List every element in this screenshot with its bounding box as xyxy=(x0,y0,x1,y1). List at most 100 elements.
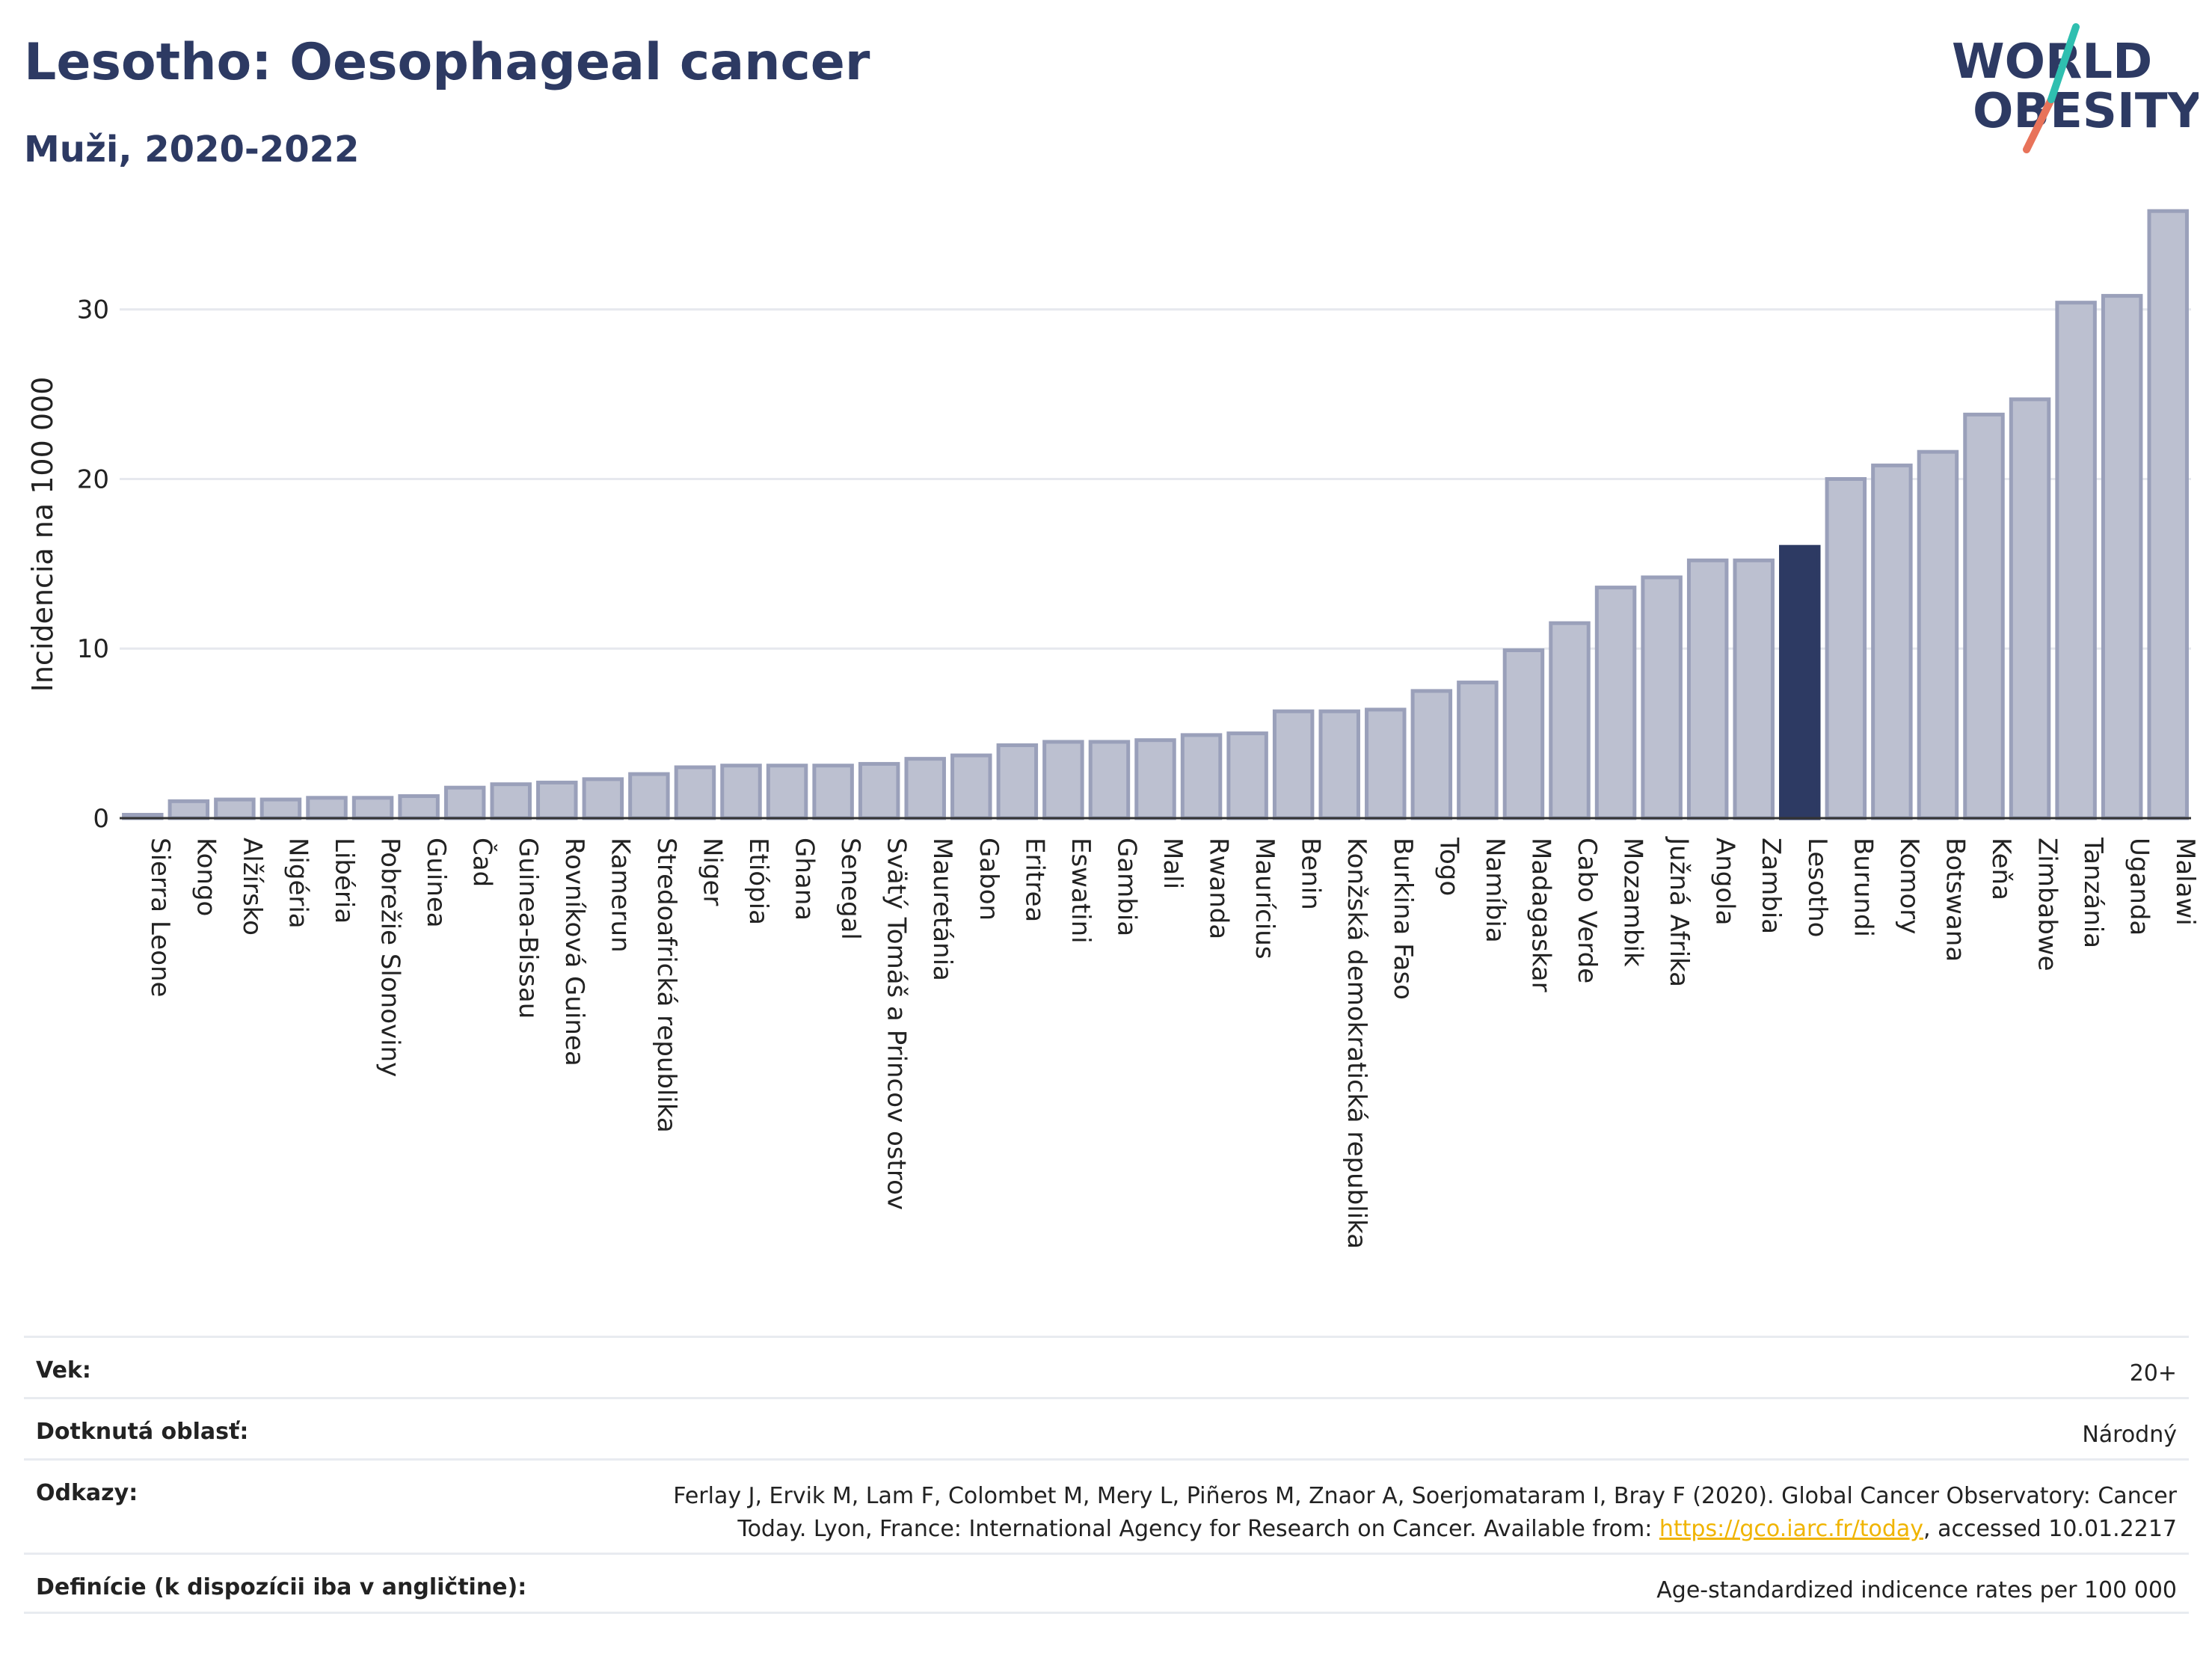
bar xyxy=(443,785,486,820)
x-tick-label: Pobrežie Slonoviny xyxy=(375,838,405,1077)
info-value-references: Ferlay J, Ervik M, Lam F, Colombet M, Me… xyxy=(673,1480,2177,1546)
x-tick-label: Čad xyxy=(467,838,498,887)
logo-line1: WORLD xyxy=(1952,34,2152,90)
bar xyxy=(950,753,992,820)
bar xyxy=(996,743,1039,820)
x-tick-label: Tanzánia xyxy=(2078,837,2108,948)
x-tick-label: Rovníková Guinea xyxy=(559,838,589,1066)
bar xyxy=(720,764,762,820)
y-tick-layer: 0 10 20 30 xyxy=(77,295,109,834)
info-key-definitions: Definície (k dispozícii iba v angličtine… xyxy=(36,1574,527,1600)
bar-chart: 0 10 20 30 Sierra Leone Kongo Alžírsko Nigéria… xyxy=(26,209,2200,1249)
x-tick-label: Konžská demokratická republika xyxy=(1342,838,1371,1249)
bar xyxy=(306,796,348,820)
bar xyxy=(1180,733,1223,820)
bar xyxy=(1549,621,1591,820)
x-tick-label: Mali xyxy=(1158,838,1188,889)
logo-line2: OBESITY xyxy=(1973,84,2199,139)
x-tick-label: Alžírsko xyxy=(237,838,267,936)
bar xyxy=(1871,463,1913,820)
x-tick-label: Rwanda xyxy=(1204,838,1234,939)
info-key-age: Vek: xyxy=(36,1357,91,1384)
y-axis-label: Incidencia na 100 000 xyxy=(26,377,59,693)
x-tick-label: Botswana xyxy=(1940,838,1970,962)
x-tick-label: Zambia xyxy=(1756,838,1786,934)
bar xyxy=(2009,397,2051,820)
info-value-age: 20+ xyxy=(2129,1360,2177,1387)
x-tick-label: Kongo xyxy=(191,838,221,916)
x-tick-label: Burundi xyxy=(1848,838,1878,937)
x-tick-label: Kamerun xyxy=(605,838,635,953)
bar xyxy=(674,765,716,820)
bar xyxy=(398,794,440,820)
x-tick-label: Mauretánia xyxy=(927,838,957,981)
reference-link[interactable]: https://gco.iarc.fr/today xyxy=(1659,1516,1924,1542)
x-tick-label: Etiópia xyxy=(743,838,773,925)
y-tick-label: 10 xyxy=(77,634,109,664)
bar xyxy=(628,772,670,820)
x-tick-label: Guinea-Bissau xyxy=(513,838,543,1019)
info-row-references: Odkazy: Ferlay J, Ervik M, Lam F, Colomb… xyxy=(24,1458,2189,1553)
info-key-references: Odkazy: xyxy=(36,1480,138,1506)
x-tick-label: Burkina Faso xyxy=(1388,838,1418,1000)
bar xyxy=(1502,648,1545,820)
x-tick-label: Benin xyxy=(1296,838,1326,910)
x-tick-label: Južná Afrika xyxy=(1664,836,1694,987)
bar xyxy=(536,780,578,820)
logo-slash-red xyxy=(2023,96,2055,153)
x-tick-label: Sierra Leone xyxy=(145,838,175,997)
x-tick-label: Namíbia xyxy=(1480,838,1510,943)
x-tick-label: Niger xyxy=(697,838,727,906)
bar xyxy=(1272,709,1315,820)
info-row-area: Dotknutá oblasť: Národný xyxy=(24,1397,2189,1458)
bar xyxy=(1733,558,1775,820)
x-tick-label: Mozambik xyxy=(1618,838,1648,967)
bar xyxy=(1917,449,1959,820)
bar xyxy=(351,796,394,820)
x-tick-label: Uganda xyxy=(2125,838,2154,936)
x-tick-label: Zimbabwe xyxy=(2033,838,2062,971)
y-tick-label: 0 xyxy=(93,804,109,834)
bar xyxy=(1226,731,1268,820)
bar xyxy=(259,797,302,820)
bar xyxy=(1134,738,1176,820)
bar xyxy=(1410,689,1453,820)
reference-line2-post: , accessed 10.01.2217 xyxy=(1923,1516,2177,1542)
bar xyxy=(766,764,808,820)
reference-line2-pre: Today. Lyon, France: International Agenc… xyxy=(737,1516,1659,1542)
x-tick-label: Libéria xyxy=(329,838,359,924)
x-tick-label: Togo xyxy=(1434,837,1463,896)
world-obesity-logo: WORLD OBESITY xyxy=(1952,23,2199,153)
info-table: Vek: 20+ Dotknutá oblasť: Národný Odkazy… xyxy=(24,1336,2189,1614)
bar xyxy=(2147,209,2189,820)
bar xyxy=(1686,558,1729,820)
bar xyxy=(858,761,900,820)
bar xyxy=(1365,707,1407,820)
info-row-definitions: Definície (k dispozícii iba v angličtine… xyxy=(24,1553,2189,1614)
x-tick-label: Madagaskar xyxy=(1526,838,1555,992)
x-tick-label: Ghana xyxy=(790,838,820,921)
x-tick-label: Lesotho xyxy=(1802,838,1832,937)
x-tick-label: Komory xyxy=(1894,838,1924,934)
bar xyxy=(214,797,256,820)
y-tick-label: 20 xyxy=(77,464,109,494)
x-tick-label: Keňa xyxy=(1986,838,2016,900)
y-tick-label: 30 xyxy=(77,295,109,325)
bar xyxy=(1318,709,1360,820)
info-row-age: Vek: 20+ xyxy=(24,1336,2189,1397)
bar xyxy=(1088,740,1131,820)
bar xyxy=(904,757,946,820)
bar xyxy=(490,782,532,820)
bar xyxy=(812,764,854,820)
bar xyxy=(1042,740,1084,820)
x-tick-label: Maurícius xyxy=(1250,838,1279,959)
x-label-layer: Sierra Leone Kongo Alžírsko Nigéria Libéria P… xyxy=(145,836,2200,1249)
chart-title: Lesotho: Oesophageal cancer xyxy=(24,33,870,92)
bar xyxy=(168,799,210,820)
info-value-area: Národný xyxy=(2082,1422,2177,1448)
x-tick-label: Gabon xyxy=(974,838,1004,921)
bar xyxy=(1594,586,1637,820)
info-value-definitions: Age-standardized indicence rates per 100… xyxy=(1656,1577,2177,1603)
x-tick-label: Senegal xyxy=(835,838,865,940)
x-tick-label: Guinea xyxy=(421,838,451,928)
